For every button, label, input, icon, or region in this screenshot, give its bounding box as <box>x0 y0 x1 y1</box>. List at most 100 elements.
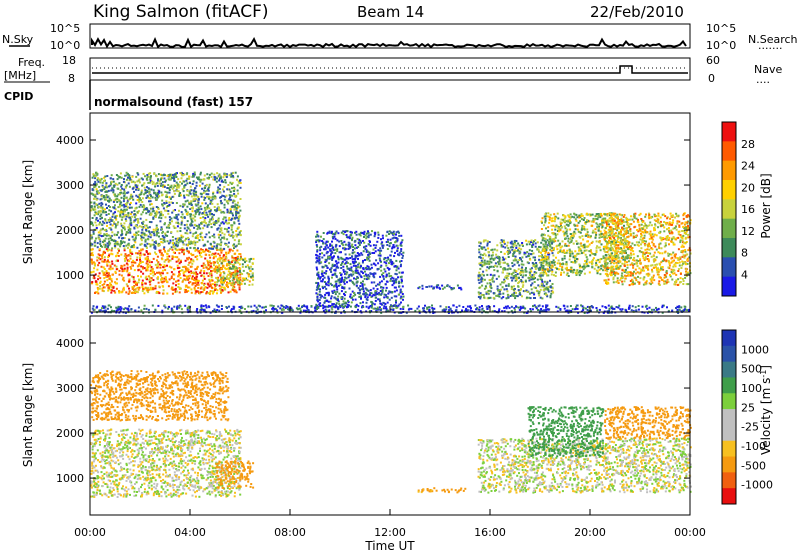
power-cells-cell-1 <box>233 222 236 225</box>
power-cells-cell-0 <box>224 288 226 291</box>
power-cells-cell-1 <box>102 243 105 246</box>
power-cells-cell-1 <box>141 228 144 231</box>
power-cells-cell-3 <box>319 296 322 299</box>
power-cells-cell-6 <box>541 274 544 277</box>
power-cells-cell-1 <box>167 212 170 215</box>
power-cells-cell-1 <box>107 205 110 207</box>
power-cells-cell-5 <box>544 247 547 250</box>
power-cells-cell-1 <box>199 205 202 208</box>
power-cells-cell-1 <box>130 222 133 225</box>
power-cells-cell-3 <box>327 284 330 287</box>
power-cells-cell-1 <box>216 207 219 210</box>
power-cells-cell-1 <box>228 217 231 219</box>
power-cells-cell-6 <box>585 233 588 236</box>
power-cells-cell-0 <box>159 249 162 252</box>
power-cells-cell-5 <box>535 264 538 267</box>
power-cells-cell-1 <box>207 193 210 196</box>
power-cells-cell-3 <box>325 282 328 285</box>
power-cells-cell-3 <box>362 267 365 270</box>
power-cells-cell-5 <box>479 267 482 270</box>
power-cells-cell-0 <box>213 287 216 290</box>
power-cells-cell-1 <box>189 208 192 210</box>
power-cells-cell-3 <box>395 295 398 298</box>
power-cells-cell-3 <box>329 244 332 247</box>
power-cells-cell-6 <box>544 268 547 271</box>
power-cells-cell-5 <box>477 296 480 298</box>
power-cells-cell-1 <box>231 217 233 220</box>
power-cells-cell-3 <box>340 297 343 300</box>
power-cells-cell-0 <box>98 261 101 264</box>
power-cells-cell-6 <box>564 227 567 230</box>
power-cells-cell-1 <box>229 198 232 201</box>
power-cells-cell-0 <box>211 253 213 256</box>
power-cells-cell-0 <box>214 288 217 291</box>
power-cells-cell-0 <box>151 267 154 270</box>
power-cells-cell-0 <box>197 279 200 282</box>
power-cells-cell-1 <box>160 174 163 177</box>
nave-dots: .... <box>756 73 770 86</box>
power-cells-cell-3 <box>358 273 361 276</box>
power-cells-cell-1 <box>101 194 104 197</box>
power-cells-cell-6 <box>564 242 567 245</box>
power-cells-cell-0 <box>96 291 99 294</box>
power-cells-cell-1 <box>168 221 171 224</box>
power-cells-cell-2 <box>229 280 231 283</box>
power-cells-cell-0 <box>123 279 126 282</box>
power-cells-cell-6 <box>541 256 544 259</box>
power-cells-cell-1 <box>157 244 160 247</box>
power-cells-cell-3 <box>320 235 322 238</box>
power-cells-cell-0 <box>210 262 213 265</box>
power-cells-cell-0 <box>146 278 148 281</box>
power-cells-cell-6 <box>541 233 544 236</box>
power-cells-cell-6 <box>563 225 566 228</box>
power-cells-cell-0 <box>99 280 102 283</box>
power-cells-cell-0 <box>157 281 160 284</box>
power-cells-cell-1 <box>149 243 152 246</box>
power-cells-cell-6 <box>540 228 543 230</box>
power-cells-cell-3 <box>335 230 338 233</box>
power-cells-cell-0 <box>206 291 208 294</box>
power-cells-cell-0 <box>239 278 242 281</box>
power-cells-cell-1 <box>207 204 209 207</box>
power-cells-cell-1 <box>120 196 123 199</box>
power-cells-cell-5 <box>506 272 509 275</box>
power-cells-cell-1 <box>91 176 94 179</box>
power-cells-cell-5 <box>551 241 554 244</box>
power-cells-cell-0 <box>170 271 173 274</box>
power-cells-cell-5 <box>489 273 492 276</box>
power-cells-cell-5 <box>491 278 494 281</box>
power-cells-cell-0 <box>137 288 140 291</box>
power-cells-cell-6 <box>577 230 580 233</box>
power-cells-cell-1 <box>144 234 147 237</box>
power-cells-cell-1 <box>180 236 183 239</box>
power-cells-cell-0 <box>101 289 104 292</box>
power-cells-cell-3 <box>317 235 320 238</box>
power-cells-cell-0 <box>103 258 106 261</box>
power-cells-cell-5 <box>514 276 517 279</box>
power-cells-cell-3 <box>336 288 339 291</box>
power-cells-cell-3 <box>391 237 394 240</box>
cpid-panel: CPID normalsound (fast) 157 <box>4 80 253 110</box>
power-cells-cell-3 <box>331 273 334 276</box>
power-cells-cell-3 <box>322 278 324 281</box>
power-cells-cell-1 <box>216 243 219 246</box>
power-cells-cell-3 <box>366 278 368 281</box>
power-cells-cell-1 <box>175 242 178 245</box>
power-cells-cell-1 <box>123 222 126 225</box>
power-cells-cell-3 <box>365 266 367 269</box>
power-cells-cell-3 <box>336 306 339 309</box>
power-cells-cell-5 <box>513 269 516 272</box>
power-cells-cell-3 <box>327 246 330 249</box>
power-cells-cell-1 <box>161 193 164 196</box>
power-cells-cell-5 <box>545 272 548 275</box>
power-cells-cell-1 <box>164 232 167 235</box>
power-cells-cell-3 <box>325 272 327 275</box>
power-cells-cell-1 <box>105 211 107 214</box>
power-cells-cell-3 <box>377 233 380 236</box>
power-cells-cell-1 <box>182 173 184 175</box>
power-cells-cell-1 <box>141 178 144 181</box>
power-cells-cell-3 <box>342 230 345 233</box>
power-cells-cell-1 <box>97 177 100 180</box>
power-cells-cell-5 <box>501 256 504 259</box>
power-cells-cell-6 <box>586 220 589 223</box>
